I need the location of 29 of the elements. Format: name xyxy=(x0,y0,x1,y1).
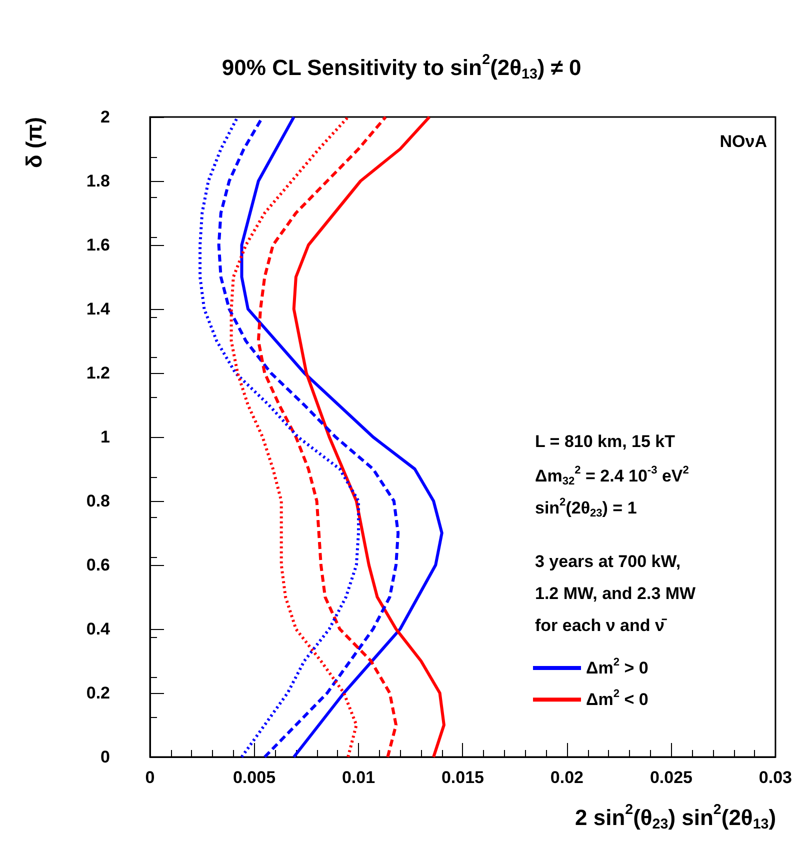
x-tick-label: 0.01 xyxy=(342,768,376,787)
line-series xyxy=(230,116,358,758)
x-tick-label: 0.015 xyxy=(441,768,484,787)
y-tick-label: 1.2 xyxy=(86,364,110,382)
y-tick-label: 1 xyxy=(100,428,110,446)
y-tick-label: 1.4 xyxy=(86,300,111,318)
line-series xyxy=(256,116,398,758)
y-tick-label: 0.4 xyxy=(86,620,111,638)
y-tick-label: 0.8 xyxy=(86,492,110,510)
y-tick-label: 1.6 xyxy=(86,236,110,254)
x-tick-label: 0.03 xyxy=(758,768,792,787)
y-axis-title: δ (π) xyxy=(22,117,46,168)
x-tick-label: 0.005 xyxy=(232,768,276,787)
annotation: NOνA xyxy=(720,132,768,151)
line-series xyxy=(292,116,446,758)
annotation: L = 810 km, 15 kT xyxy=(535,432,676,451)
line-series xyxy=(240,116,444,758)
y-tick-label: 0.2 xyxy=(86,684,110,702)
y-tick-label: 2 xyxy=(100,108,110,126)
annotation: for each ν and ν̄ xyxy=(535,616,668,635)
y-tick-label: 0.6 xyxy=(86,556,110,574)
annotation: 1.2 MW, and 2.3 MW xyxy=(535,584,697,603)
x-tick-label: 0.02 xyxy=(550,768,584,787)
y-tick-label: 1.8 xyxy=(86,172,110,190)
line-series xyxy=(198,116,360,758)
x-tick-label: 0.025 xyxy=(650,768,692,787)
y-tick-label: 0 xyxy=(100,748,110,766)
annotation: 3 years at 700 kW, xyxy=(535,552,681,571)
x-tick-label: 0 xyxy=(145,768,155,787)
